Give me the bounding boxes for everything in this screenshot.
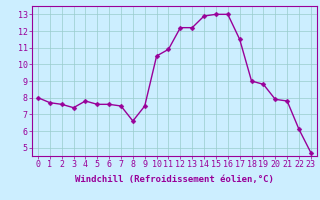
X-axis label: Windchill (Refroidissement éolien,°C): Windchill (Refroidissement éolien,°C) [75, 175, 274, 184]
